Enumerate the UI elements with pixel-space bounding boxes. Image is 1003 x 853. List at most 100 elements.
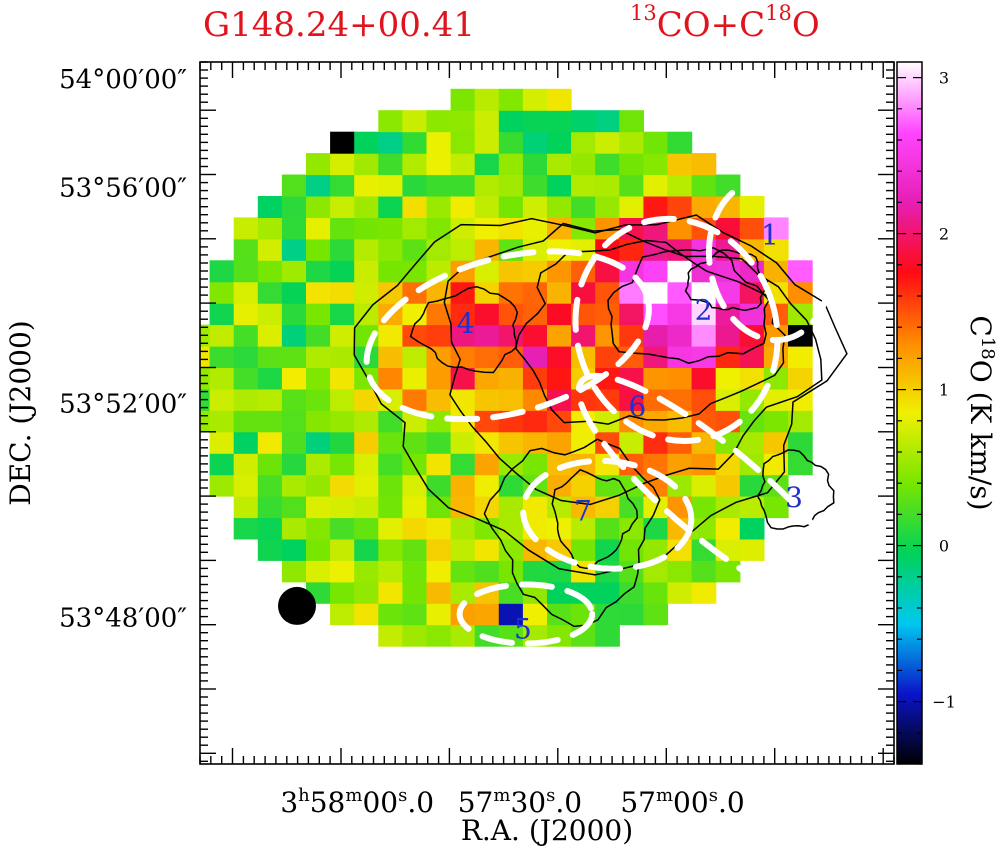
heatmap-cell [667,153,693,176]
heatmap-cell [667,281,693,304]
heatmap-cell [354,303,379,326]
heatmap-cell [474,281,500,304]
heatmap-cell [426,367,452,390]
heatmap-cell [330,431,355,454]
heatmap-cell [498,260,524,283]
clump-label: 1 [761,219,779,252]
heatmap-cell [595,174,620,197]
x-tick-label: 57m00s.0 [620,785,744,819]
heatmap-cell [450,303,476,326]
heatmap-cell [306,560,331,583]
clump-label: 2 [695,294,713,327]
heatmap-cell [378,174,403,197]
heatmap-cell [378,110,403,133]
heatmap-cell [571,131,596,154]
heatmap-cell [233,517,259,540]
heatmap-cell [474,517,500,540]
heatmap-cell [498,174,524,197]
heatmap-cell [547,153,572,176]
heatmap-cell [330,581,355,604]
x-axis-label: R.A. (J2000) [461,814,633,847]
heatmap-cell [450,324,476,347]
heatmap-cell [281,303,307,326]
heatmap-cell [402,110,428,133]
heatmap-cell [691,560,717,583]
heatmap-cell [233,260,259,283]
heatmap-cell [402,538,428,561]
heatmap-cell [426,560,452,583]
heatmap-cell [354,153,379,176]
heatmap-cell [402,624,428,647]
heatmap-cell [330,153,355,176]
heatmap-cell [667,474,693,497]
heatmap-cell [257,260,283,283]
heatmap-cell [691,474,717,497]
heatmap-cell [354,431,379,454]
clump-label: 5 [514,612,532,645]
heatmap-cell [450,174,476,197]
heatmap-cell [281,324,307,347]
heatmap-cell [402,324,428,347]
heatmap-cell [763,410,789,433]
heatmap-cell [426,110,452,133]
heatmap-cell [281,517,307,540]
contour-line [409,286,519,374]
heatmap-cell [619,131,644,154]
heatmap-cell [330,560,355,583]
heatmap-cell [691,153,717,176]
heatmap-cell [474,388,500,411]
heatmap-cell [595,624,620,647]
heatmap-cell [450,474,476,497]
heatmap-cell [739,431,765,454]
heatmap-cell [619,496,644,519]
heatmap-cell [378,453,403,476]
heatmap-cell [426,346,452,368]
heatmap-cell [233,303,259,326]
heatmap-cell [691,517,717,540]
heatmap-cell [667,196,693,218]
heatmap-cell [257,474,283,497]
heatmap-cell [330,303,355,326]
clump-label: 3 [785,481,803,514]
heatmap-cell [498,131,524,154]
heatmap-cell [788,431,813,454]
heatmap-cell [643,153,669,176]
heatmap-cell [330,388,355,411]
heatmap-cell [595,196,620,218]
heatmap-cell [715,346,741,368]
heatmap-cell [257,431,283,454]
y-tick-label: 54°00′00″ [59,65,187,95]
heatmap-cell [378,324,403,347]
colorbar-tick-label: 1 [939,381,949,400]
heatmap-cell [306,410,331,433]
heatmap-cell [595,367,620,390]
heatmap-cell [522,367,548,390]
heatmap-cell [354,238,379,261]
heatmap-cell [522,431,548,454]
heatmap-cell [571,431,596,454]
heatmap-cell [450,131,476,154]
heatmap-cell [330,538,355,561]
heatmap-cell [402,131,428,154]
heatmap-cell [474,260,500,283]
heatmap-cell [595,517,620,540]
heatmap-cell [257,196,283,218]
heatmap-cell [209,453,235,476]
heatmap-cell [426,388,452,411]
contour-line [514,239,786,425]
clump-ellipse [575,372,856,614]
heatmap-cell [209,410,235,433]
heatmap-cell [643,410,669,433]
heatmap-cell [522,260,548,283]
heatmap-cell [233,367,259,390]
heatmap-cell [330,196,355,218]
heatmap-cell [402,453,428,476]
heatmap-cell [233,474,259,497]
heatmap-cell [281,560,307,583]
colorbar-tick-label: 2 [939,225,949,244]
heatmap-cell [691,388,717,411]
heatmap-cell [474,346,500,368]
heatmap-cell [498,153,524,176]
heatmap-cell [474,453,500,476]
heatmap-cell [498,603,524,626]
